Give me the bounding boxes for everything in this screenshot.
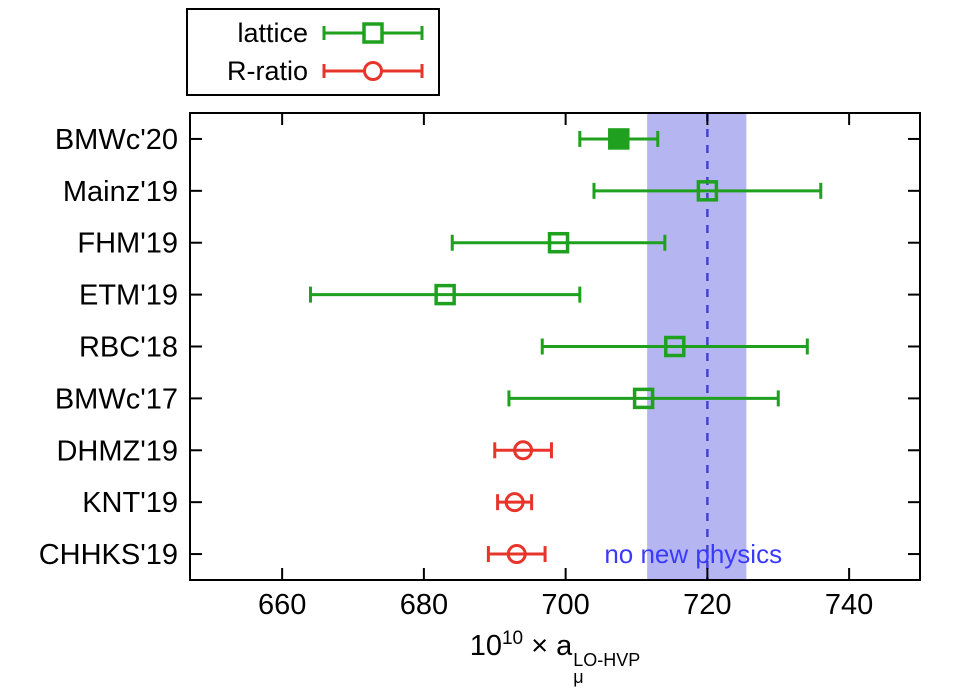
data-point-bmwc20 [578,128,660,150]
legend-sample-rratio-icon [322,61,424,81]
x-axis-title: 1010 × a LO-HVP μ [190,628,920,686]
category-label-dhmz19: DHMZ'19 [56,435,178,467]
legend-item-rratio: R-ratio [208,52,426,90]
legend-item-lattice: lattice [208,14,426,52]
data-point-mainz19 [592,180,823,202]
category-label-fhm19: FHM'19 [77,228,178,260]
category-label-mainz19: Mainz'19 [63,176,178,208]
x-axis-title-subsup: LO-HVP μ [573,650,641,687]
data-point-knt19 [496,492,534,513]
category-label-chhks19: CHHKS'19 [39,539,178,571]
x-axis-title-exponent: 10 [501,628,524,649]
data-point-dhmz19 [493,440,553,461]
legend-label-rratio: R-ratio [226,55,308,86]
data-point-etm19 [308,283,582,306]
data-point-chhks19 [486,544,547,565]
data-point-bmwc17 [507,387,780,410]
x-axis-title-base: 10 [469,630,502,662]
legend-open-circle-icon [363,61,383,81]
x-axis-title-middle: × a [523,630,573,662]
filled-square-marker-bmwc20 [608,128,630,150]
x-axis-title-subscript: μ [573,667,584,687]
x-axis-title-superscript: LO-HVP [573,650,641,670]
open-square-marker-etm19 [434,283,456,306]
open-circle-marker-dhmz19 [513,440,534,461]
open-circle-marker-knt19 [504,492,525,513]
legend: lattice R-ratio [186,8,440,96]
open-circle-marker-chhks19 [506,544,527,565]
x-tick-label-700: 700 [541,589,589,621]
legend-label-lattice: lattice [237,17,308,48]
open-square-marker-bmwc17 [632,387,655,410]
data-point-fhm19 [450,231,667,254]
x-tick-label-740: 740 [825,589,873,621]
no-new-physics-label: no new physics [604,539,782,569]
category-label-etm19: ETM'19 [79,280,178,312]
open-square-marker-mainz19 [696,180,719,202]
legend-sample-lattice-icon [322,22,424,44]
category-label-knt19: KNT'19 [82,487,178,519]
x-tick-label-660: 660 [258,589,306,621]
open-square-marker-rbc18 [664,335,686,358]
x-tick-label-720: 720 [683,589,731,621]
open-square-marker-fhm19 [547,231,570,254]
category-label-bmwc17: BMWc'17 [55,383,178,415]
category-label-rbc18: RBC'18 [79,332,178,364]
legend-open-square-icon [362,22,384,44]
x-tick-label-680: 680 [400,589,448,621]
data-point-rbc18 [540,335,809,358]
category-label-bmwc20: BMWc'20 [55,124,178,156]
